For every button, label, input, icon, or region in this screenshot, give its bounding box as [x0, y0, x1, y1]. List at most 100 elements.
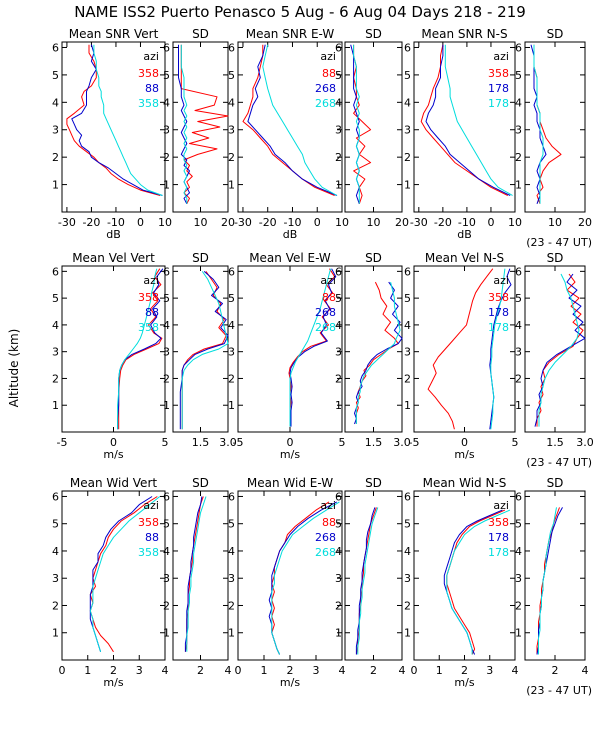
legend-entry: 358 [488, 516, 509, 529]
y-tick-label: 2 [228, 151, 235, 164]
x-tick-label: 4 [399, 664, 406, 677]
y-tick-label: 5 [52, 292, 59, 305]
legend-entry: 178 [488, 546, 509, 559]
legend-entry: 178 [488, 82, 509, 95]
y-tick-label: 3 [228, 572, 235, 585]
y-tick-label: 1 [515, 179, 522, 192]
y-tick-label: 5 [515, 292, 522, 305]
x-tick-label: 4 [339, 664, 346, 677]
legend-entry: 178 [488, 97, 509, 110]
legend-header: azi [143, 50, 159, 63]
legend-header: azi [493, 499, 509, 512]
y-tick-label: 2 [228, 372, 235, 385]
x-axis-label: dB [457, 228, 472, 241]
series-line-blue [178, 44, 190, 205]
y-tick-label: 5 [515, 518, 522, 531]
y-tick-label: 5 [404, 518, 411, 531]
y-tick-label: 6 [335, 41, 342, 54]
x-tick-label: -20 [259, 216, 277, 229]
legend-header: azi [320, 50, 336, 63]
y-tick-label: 6 [228, 41, 235, 54]
panel-title: Mean Vel Vert [72, 251, 155, 265]
y-tick-label: 4 [228, 319, 235, 332]
legend-entry: 268 [315, 531, 336, 544]
x-tick-label: -5 [409, 436, 420, 449]
series-line-cyan [117, 268, 158, 430]
y-axis-label: Altitude (km) [7, 329, 21, 408]
time-range-note: (23 - 47 UT) [526, 456, 592, 469]
panel-3-3: Mean Wid E-W 1 2 3 4 5 6 0 1 2 3 4 m/s azi 88 268 268 [228, 476, 346, 689]
y-tick-label: 2 [404, 599, 411, 612]
x-tick-label: 0 [411, 664, 418, 677]
legend-entry: 358 [138, 97, 159, 110]
x-tick-label: 1.5 [365, 436, 383, 449]
y-tick-label: 1 [335, 399, 342, 412]
panel-title: SD [365, 476, 382, 490]
x-tick-label: 0 [235, 664, 242, 677]
y-tick-label: 4 [52, 319, 59, 332]
series-line-red [536, 507, 560, 655]
x-tick-label: 20 [578, 216, 592, 229]
x-axis-label: m/s [454, 448, 474, 461]
series-line-cyan [262, 44, 338, 196]
y-tick-label: 4 [515, 96, 522, 109]
y-tick-label: 4 [228, 96, 235, 109]
y-tick-label: 6 [163, 490, 170, 503]
legend-entry: 88 [145, 306, 159, 319]
y-tick-label: 2 [335, 599, 342, 612]
x-axis-label: dB [106, 228, 121, 241]
panel-1-4: SD 1 2 3 4 5 6 10 20 [335, 27, 409, 229]
series-line-blue [355, 507, 376, 655]
y-tick-label: 6 [404, 41, 411, 54]
series-line-red [427, 268, 494, 430]
y-tick-label: 1 [163, 399, 170, 412]
panel-title: SD [547, 476, 564, 490]
panel-3-1: Mean Wid Vert 1 2 3 4 5 6 0 1 2 3 4 m/s azi 358 88 358 [52, 476, 169, 689]
x-tick-label: -30 [410, 216, 428, 229]
x-tick-label: 1 [261, 664, 268, 677]
y-tick-label: 4 [52, 545, 59, 558]
panel-1-2: SD 1 2 3 4 5 6 10 20 [163, 27, 235, 229]
y-tick-label: 3 [228, 346, 235, 359]
series-line-cyan [93, 44, 163, 196]
legend-entry: 88 [322, 516, 336, 529]
y-tick-label: 6 [404, 490, 411, 503]
y-tick-label: 5 [52, 69, 59, 82]
y-tick-label: 4 [335, 545, 342, 558]
panel-title: SD [547, 251, 564, 265]
x-tick-label: 1 [436, 664, 443, 677]
panel-3-5: Mean Wid N-S 1 2 3 4 5 6 0 1 2 3 4 m/s azi 358 178 178 [404, 476, 519, 689]
y-tick-label: 4 [404, 319, 411, 332]
y-tick-label: 1 [163, 179, 170, 192]
y-tick-label: 2 [163, 151, 170, 164]
y-tick-label: 2 [515, 599, 522, 612]
y-tick-label: 5 [52, 518, 59, 531]
panel-2-5: Mean Vel N-S 1 2 3 4 5 6 -5 0 5 m/s azi 358 178 178 [404, 251, 519, 461]
panel-2-1: Mean Vel Vert 1 2 3 4 5 6 -5 0 5 m/s azi 358 88 358 [52, 251, 169, 461]
y-tick-label: 5 [163, 69, 170, 82]
panel-2-2: SD 1 2 3 4 5 6 1.5 3.0 [163, 251, 237, 449]
legend-entry: 268 [315, 82, 336, 95]
legend-header: azi [143, 274, 159, 287]
y-tick-label: 5 [228, 518, 235, 531]
y-tick-label: 2 [515, 151, 522, 164]
x-tick-label: 2 [110, 664, 117, 677]
series-line-cyan [181, 271, 229, 430]
y-tick-label: 6 [515, 265, 522, 278]
x-tick-label: 10 [158, 216, 172, 229]
y-tick-label: 6 [515, 490, 522, 503]
y-tick-label: 3 [335, 572, 342, 585]
panel-title: Mean SNR N-S [421, 27, 507, 41]
legend-entry: 88 [322, 291, 336, 304]
panel-title: SD [192, 251, 209, 265]
series-line-blue [289, 268, 337, 427]
y-tick-label: 3 [515, 124, 522, 137]
x-tick-label: 1 [84, 664, 91, 677]
panel-title: Mean Wid N-S [423, 476, 507, 490]
x-tick-label: 5 [339, 436, 346, 449]
y-tick-label: 6 [163, 41, 170, 54]
y-tick-label: 2 [404, 151, 411, 164]
x-tick-label: 3 [313, 664, 320, 677]
x-tick-label: 10 [548, 216, 562, 229]
series-line-cyan [353, 44, 360, 204]
